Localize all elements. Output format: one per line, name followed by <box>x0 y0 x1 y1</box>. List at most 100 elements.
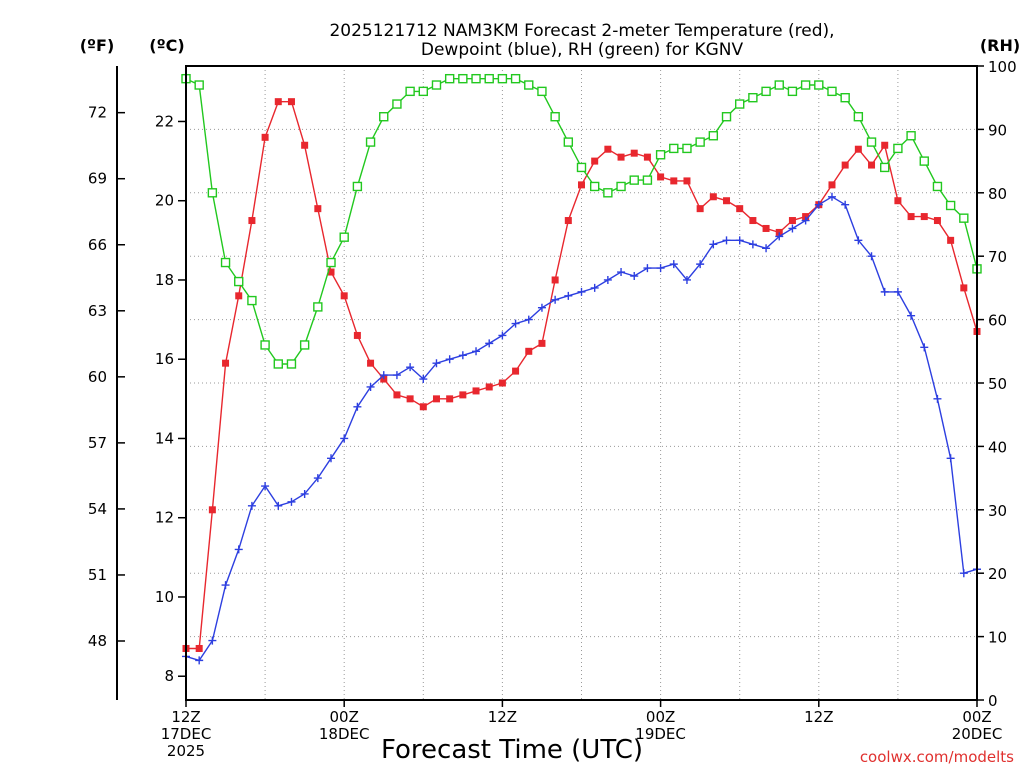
x-tick-label: 20DEC <box>952 725 1003 743</box>
temperature-point <box>208 506 216 514</box>
dewpoint-point <box>959 569 968 578</box>
temperature-point <box>485 383 493 391</box>
rh-point <box>932 181 943 192</box>
dewpoint-point <box>630 272 639 281</box>
temperature-point <box>630 149 638 157</box>
temperature-point <box>854 145 862 153</box>
dewpoint-point <box>827 192 836 201</box>
temperature-point <box>881 141 889 149</box>
rh-point <box>906 131 916 141</box>
temperature-point <box>788 217 796 225</box>
fahrenheit-tick-label: 48 <box>88 632 107 650</box>
temperature-point <box>617 153 625 161</box>
temperature-point <box>459 391 467 399</box>
temperature-point <box>657 173 665 181</box>
temperature-point <box>762 224 770 232</box>
x-tick-label: 00Z <box>646 708 675 726</box>
rh-point <box>682 143 692 154</box>
temperature-point <box>287 98 295 106</box>
rh-tick-label: 50 <box>988 375 1007 393</box>
rh-point <box>761 86 771 97</box>
rh-point <box>919 156 929 166</box>
dewpoint-series <box>182 192 981 665</box>
x-tick-label: 12Z <box>171 708 200 726</box>
rh-line <box>185 77 978 365</box>
rh-series <box>181 73 982 369</box>
rh-unit-label: (RH) <box>980 36 1020 55</box>
dewpoint-point <box>353 402 362 411</box>
dewpoint-point <box>458 351 467 360</box>
temperature-point <box>314 205 322 213</box>
rh-point <box>392 99 402 109</box>
rh-tick-label: 30 <box>988 502 1007 520</box>
rh-point <box>695 137 705 147</box>
temperature-point <box>274 98 282 106</box>
celsius-tick-label: 8 <box>164 667 174 685</box>
dewpoint-point <box>564 291 573 300</box>
dewpoint-point <box>788 224 797 233</box>
rh-point <box>458 73 468 84</box>
temperature-point <box>248 217 256 225</box>
x-tick-label: 17DEC <box>161 725 212 743</box>
dewpoint-point <box>643 264 652 273</box>
temperature-point <box>749 217 757 225</box>
credit-link[interactable]: coolwx.com/modelts <box>860 748 1014 766</box>
dewpoint-point <box>313 474 322 483</box>
dewpoint-point <box>762 244 771 253</box>
temperature-point <box>446 395 454 403</box>
temperature-point <box>551 276 559 284</box>
dewpoint-point <box>577 287 586 296</box>
rh-point <box>721 112 732 122</box>
dewpoint-point <box>696 260 705 269</box>
dewpoint-point <box>617 268 626 277</box>
dewpoint-point <box>234 545 243 554</box>
rh-point <box>853 112 864 122</box>
fahrenheit-tick-label: 63 <box>88 302 107 320</box>
dewpoint-point <box>472 347 481 356</box>
rh-point <box>260 340 270 350</box>
rh-point <box>787 86 798 97</box>
dewpoint-point <box>920 343 929 352</box>
rh-point <box>748 92 758 103</box>
temperature-point <box>670 177 678 185</box>
temperature-point <box>235 292 243 300</box>
dewpoint-point <box>735 236 744 245</box>
rh-point <box>431 80 442 90</box>
rh-tick-label: 20 <box>988 565 1007 583</box>
celsius-tick-label: 16 <box>155 350 174 368</box>
celsius-tick-label: 14 <box>155 429 174 447</box>
temperature-point <box>868 161 876 169</box>
temperature-point <box>920 213 928 221</box>
fahrenheit-tick-label: 60 <box>88 368 107 386</box>
temperature-point <box>828 181 836 189</box>
rh-point <box>418 86 428 97</box>
rh-point <box>405 86 415 97</box>
axes <box>116 65 984 707</box>
temperature-point <box>525 347 533 355</box>
temperature-point <box>841 161 849 169</box>
dewpoint-point <box>366 382 375 391</box>
temperature-point <box>327 268 335 276</box>
temperature-point <box>406 395 414 403</box>
temperature-point <box>604 145 612 153</box>
dewpoint-point <box>274 501 283 510</box>
temperature-point <box>907 213 915 221</box>
dewpoint-point <box>722 236 731 245</box>
celsius-tick-label: 18 <box>155 271 174 289</box>
x-axis-title: Forecast Time (UTC) <box>381 735 643 765</box>
fahrenheit-tick-label: 72 <box>88 104 107 122</box>
chart-title-line-1: 2025121712 NAM3KM Forecast 2-meter Tempe… <box>329 21 834 41</box>
temperature-point <box>894 197 902 205</box>
rh-point <box>603 188 613 198</box>
dewpoint-point <box>327 454 336 463</box>
dewpoint-point <box>893 287 902 296</box>
rh-point <box>220 257 231 268</box>
rh-point <box>299 340 310 350</box>
temperature-point <box>643 153 651 161</box>
rh-point <box>365 137 376 147</box>
rh-point <box>708 131 719 141</box>
dewpoint-point <box>907 311 916 320</box>
temperature-point <box>709 193 717 201</box>
temperature-point <box>340 292 348 300</box>
x-tick-label: 00Z <box>962 708 991 726</box>
